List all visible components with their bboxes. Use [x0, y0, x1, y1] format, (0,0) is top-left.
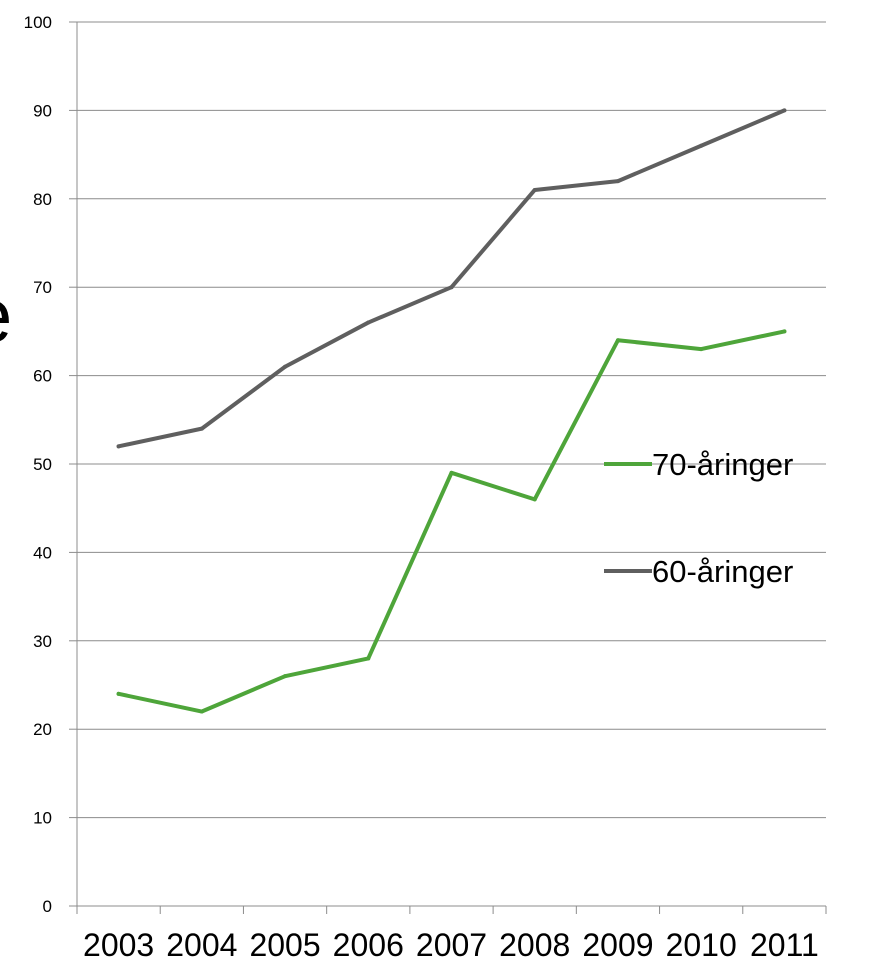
data-point-70-ringer-2011 — [782, 329, 787, 334]
series-lines — [116, 108, 787, 714]
legend: 70-åringer 60-åringer — [604, 447, 793, 589]
series-line-70-ringer — [116, 329, 787, 714]
x-tick-label-2010: 2010 — [666, 927, 737, 963]
y-tick-label-30: 30 — [33, 632, 52, 651]
x-tick-label-2005: 2005 — [249, 927, 320, 963]
x-tick-label-2009: 2009 — [582, 927, 653, 963]
data-point-60-ringer-2009 — [615, 179, 620, 184]
clipped-glyph: e — [0, 274, 12, 359]
x-tick-label-2006: 2006 — [333, 927, 404, 963]
y-tick-label-100: 100 — [24, 13, 52, 32]
y-tick-label-40: 40 — [33, 543, 52, 562]
data-point-70-ringer-2010 — [699, 347, 704, 352]
legend-label-70-ringer: 70-åringer — [652, 447, 793, 482]
y-tick-label-60: 60 — [33, 367, 52, 386]
data-point-60-ringer-2005 — [283, 364, 288, 369]
data-point-60-ringer-2010 — [699, 143, 704, 148]
y-tick-label-10: 10 — [33, 809, 52, 828]
x-axis-ticks: 2003 2004 2005 2006 2007 2008 2009 2010 2011 — [76, 906, 827, 963]
data-point-70-ringer-2004 — [199, 709, 204, 714]
y-tick-label-0: 0 — [43, 897, 52, 916]
data-point-70-ringer-2006 — [366, 656, 371, 661]
x-tick-label-2007: 2007 — [416, 927, 487, 963]
data-point-70-ringer-2007 — [449, 470, 454, 475]
data-point-60-ringer-2007 — [449, 285, 454, 290]
data-point-60-ringer-2006 — [366, 320, 371, 325]
y-tick-label-70: 70 — [33, 278, 52, 297]
data-point-60-ringer-2004 — [199, 426, 204, 431]
data-point-70-ringer-2003 — [116, 691, 121, 696]
data-point-60-ringer-2008 — [532, 187, 537, 192]
gridlines — [77, 21, 826, 819]
y-tick-label-90: 90 — [33, 101, 52, 120]
data-point-70-ringer-2005 — [283, 674, 288, 679]
series-line-60-ringer — [116, 108, 787, 449]
y-tick-label-80: 80 — [33, 190, 52, 209]
y-axis-ticks: 0 10 20 30 40 50 60 70 80 90 100 — [24, 13, 77, 916]
x-tick-label-2003: 2003 — [83, 927, 154, 963]
data-point-60-ringer-2003 — [116, 444, 121, 449]
data-point-70-ringer-2008 — [532, 497, 537, 502]
y-tick-label-50: 50 — [33, 455, 52, 474]
x-tick-label-2008: 2008 — [499, 927, 570, 963]
legend-label-60-ringer: 60-åringer — [652, 554, 793, 589]
x-tick-label-2004: 2004 — [166, 927, 237, 963]
data-point-60-ringer-2011 — [782, 108, 787, 113]
y-tick-label-20: 20 — [33, 720, 52, 739]
x-tick-label-2011: 2011 — [750, 927, 819, 963]
data-point-70-ringer-2009 — [615, 338, 620, 343]
